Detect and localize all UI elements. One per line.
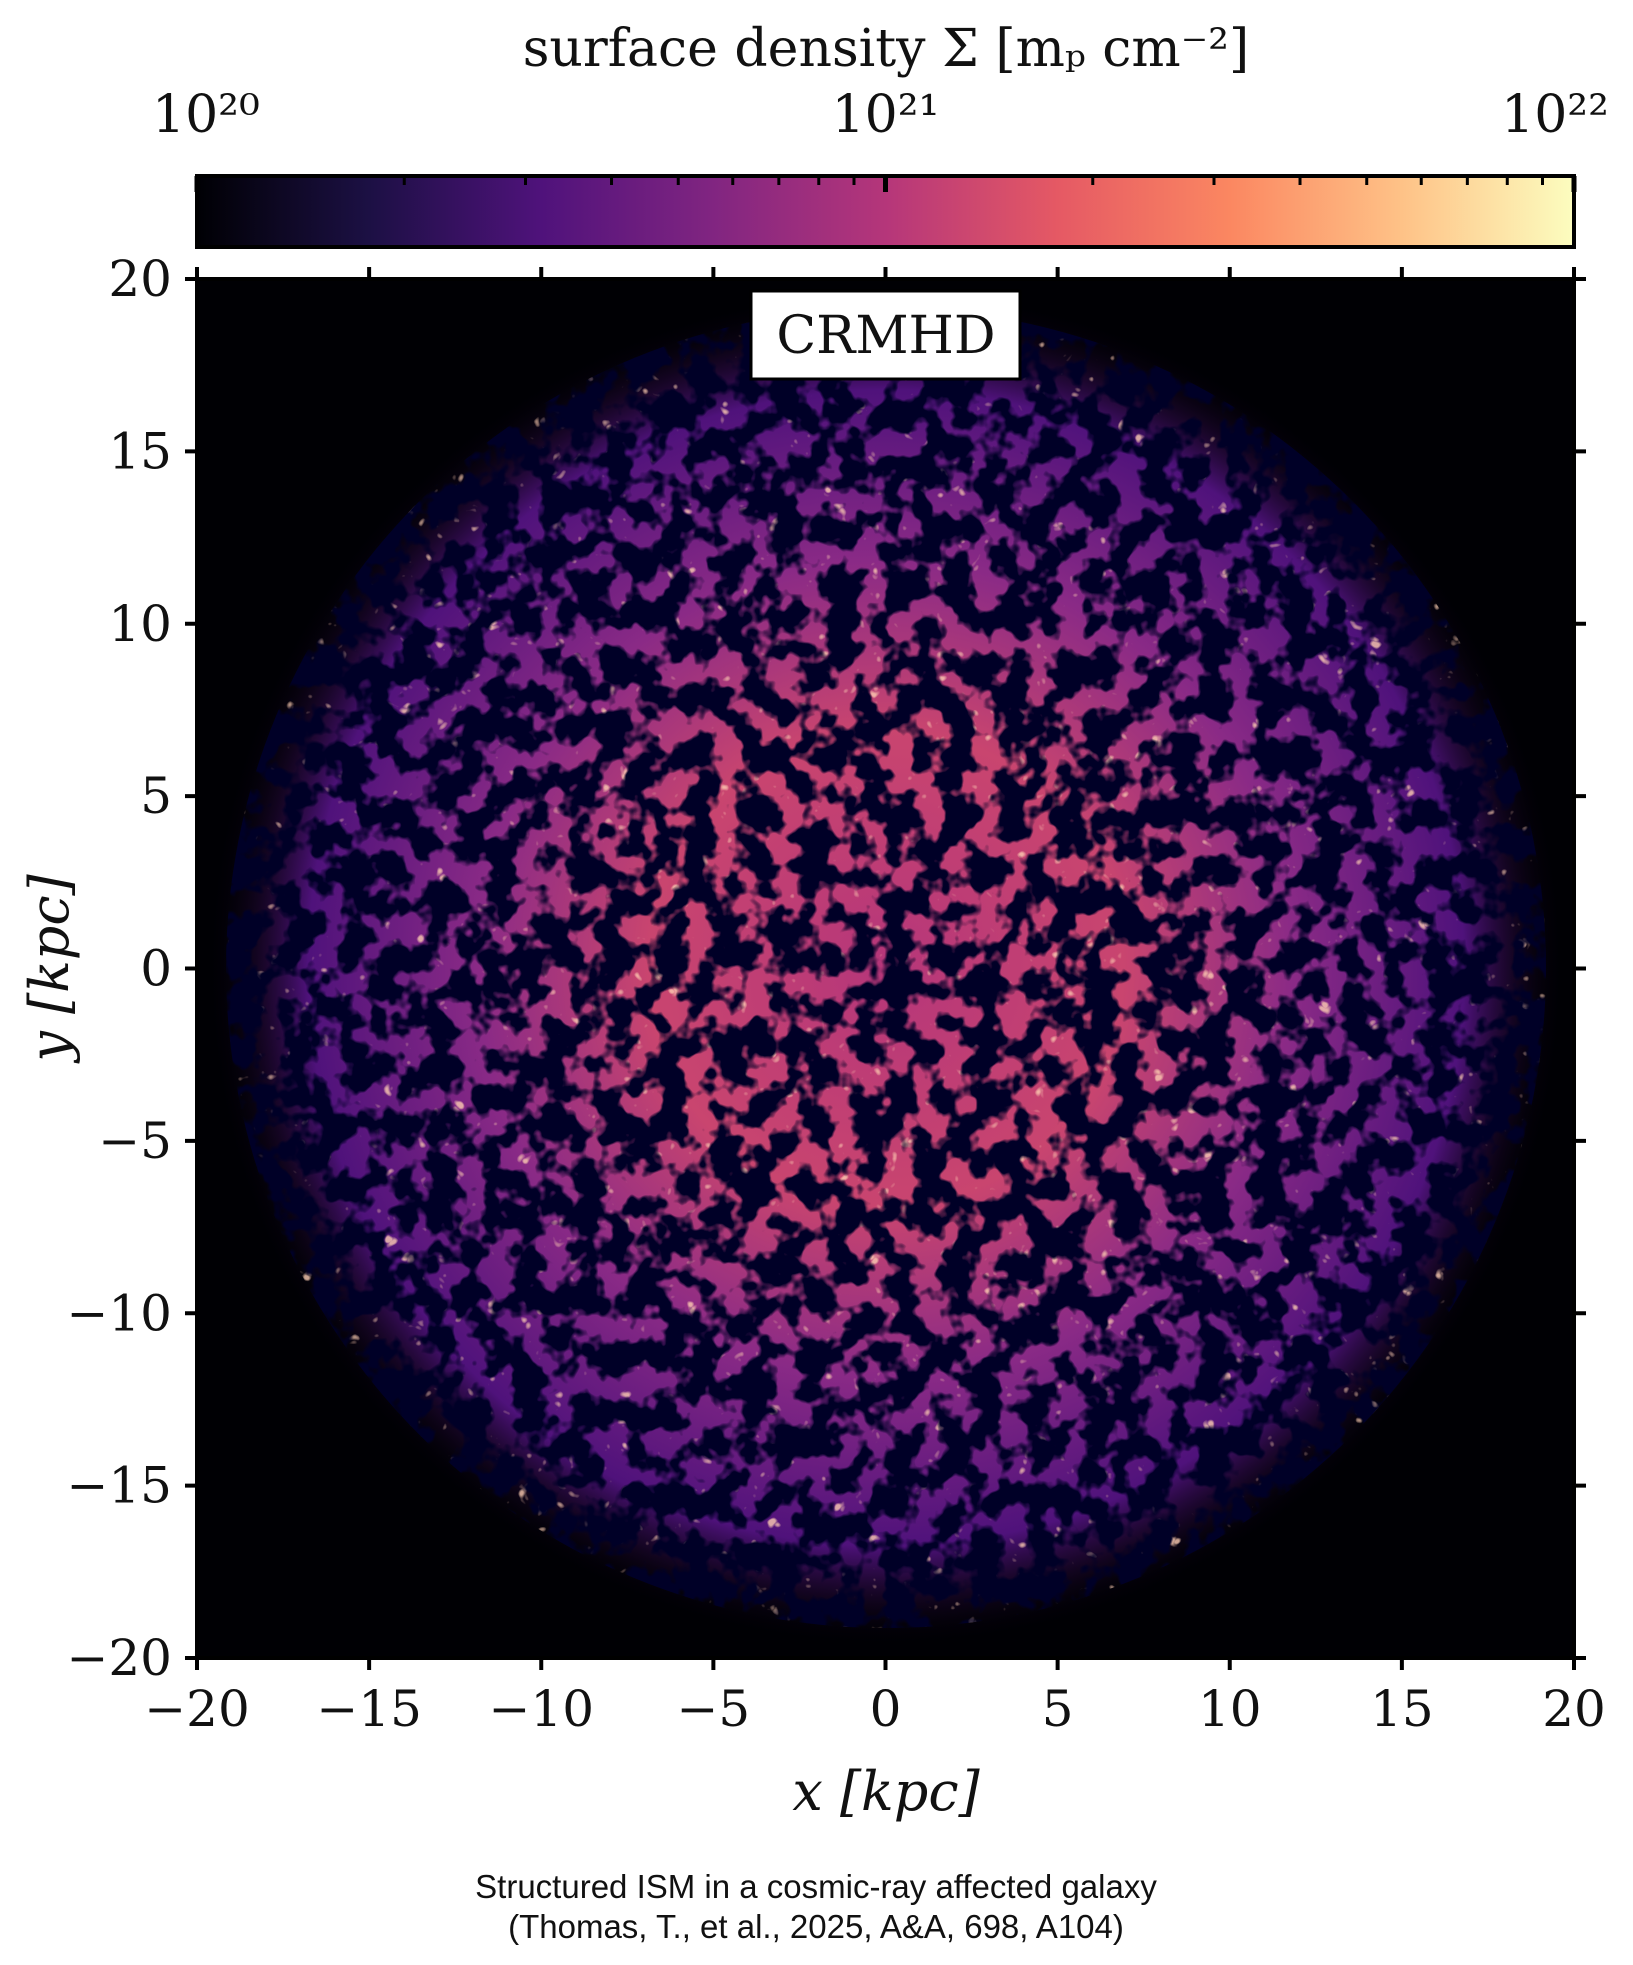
y-tick-label: 20 [108, 250, 172, 308]
x-tick-label: 0 [870, 1680, 902, 1738]
x-tick-label: −10 [488, 1680, 594, 1738]
caption: (Thomas, T., et al., 2025, A&A, 698, A10… [508, 1908, 1124, 1945]
y-tick-label: −20 [66, 1629, 172, 1687]
y-tick-label: 0 [140, 940, 172, 998]
y-tick-label: 5 [140, 767, 172, 825]
colorbar-tick-label: 10²⁰ [152, 85, 260, 145]
colorbar-label: surface density Σ [mₚ cm⁻²] [523, 19, 1250, 79]
y-tick-label: −15 [66, 1457, 172, 1515]
caption: Structured ISM in a cosmic-ray affected … [475, 1868, 1157, 1905]
annotation: CRMHD [776, 306, 995, 366]
x-tick-label: 10 [1198, 1680, 1262, 1738]
density-map [197, 279, 1574, 1658]
y-axis-label: y [kpc] [18, 873, 81, 1063]
x-tick-label: 5 [1042, 1680, 1074, 1738]
colorbar-tick-label: 10²¹ [832, 85, 940, 145]
x-tick-label: −5 [677, 1680, 751, 1738]
y-tick-label: −10 [66, 1284, 172, 1342]
x-tick-label: −15 [316, 1680, 422, 1738]
annotation-box [749, 289, 1022, 381]
y-tick-label: −5 [98, 1112, 172, 1170]
colorbar-tick-label: 10²² [1501, 85, 1609, 145]
x-tick-label: 15 [1370, 1680, 1434, 1738]
x-tick-label: 20 [1542, 1680, 1606, 1738]
y-tick-label: 10 [108, 595, 172, 653]
x-axis-label: x [kpc] [792, 1760, 980, 1823]
x-tick-label: −20 [144, 1680, 250, 1738]
y-tick-label: 15 [108, 422, 172, 480]
